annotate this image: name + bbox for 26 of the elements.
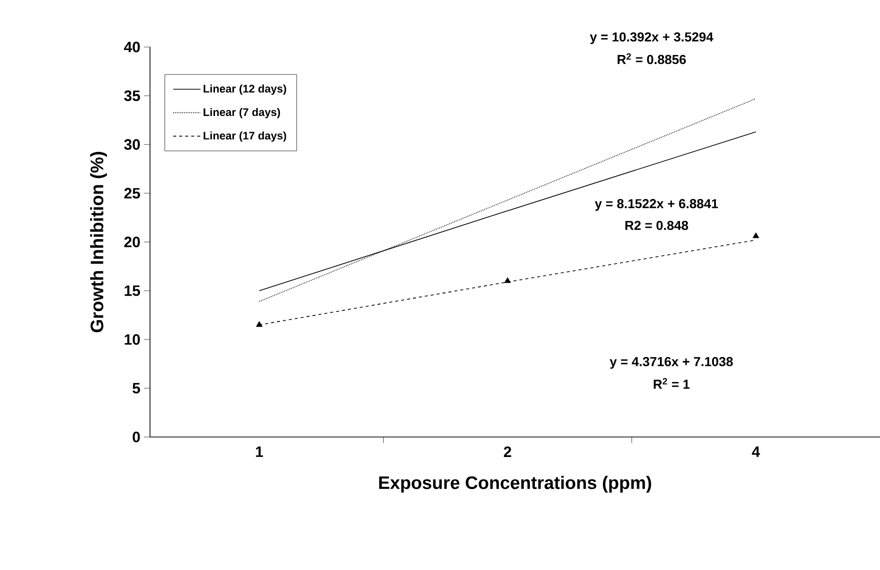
x-tick-label: 1	[256, 446, 264, 457]
legend-label: Linear (17 days)	[204, 131, 286, 142]
y-tick-label: 0	[132, 432, 140, 442]
x-tick-label: 4	[752, 446, 760, 457]
y-tick-label: 30	[124, 139, 140, 150]
y-tick-label: 25	[124, 188, 140, 199]
annotation: R2 = 0.848	[625, 220, 688, 230]
annotation: y = 8.1522x + 6.8841	[594, 199, 718, 211]
point	[752, 232, 760, 238]
annotation: R$^{2}$ = 1	[654, 378, 690, 389]
y-tick-label: 20	[124, 236, 140, 248]
y-tick-label: 10	[124, 334, 140, 345]
legend-label: Linear (12 days)	[204, 84, 286, 95]
y-tick-label: 5	[132, 383, 140, 394]
x-axis-title: Exposure Concentrations (ppm)	[379, 476, 652, 493]
y-tick-label: 40	[124, 42, 140, 52]
x-tick-label: 2	[504, 446, 512, 458]
legend-label: Linear (7 days)	[204, 108, 280, 118]
y-tick-label: 35	[124, 90, 140, 102]
y-tick-label: 15	[124, 286, 140, 296]
point	[256, 321, 262, 327]
annotation: y = 4.3716x + 7.1038	[610, 357, 733, 369]
text: y = 10.392x + 3.5294	[590, 32, 714, 44]
point	[504, 277, 511, 283]
y-axis-title: Growth Inhibition (%)	[90, 152, 107, 332]
annotation: R$^{2}$ = 0.8856	[618, 53, 686, 64]
